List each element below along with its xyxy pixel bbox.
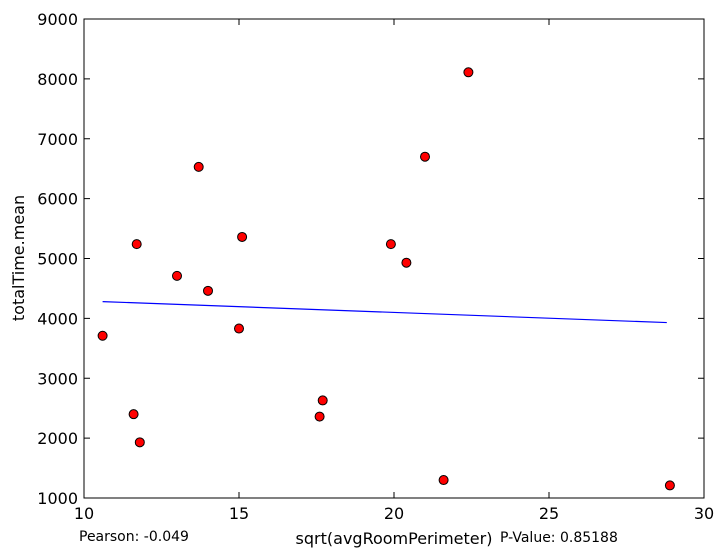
data-point: [237, 231, 248, 242]
x-tick-label: 30: [694, 504, 714, 523]
y-tick-label: 6000: [37, 190, 78, 209]
axis-ticks: 10 15 20 25 30 1000 2000 3000 4000 5000 6000 7000 80…: [37, 10, 714, 523]
data-point: [128, 409, 139, 420]
data-point: [664, 480, 675, 491]
data-point: [317, 395, 328, 406]
data-point: [420, 151, 430, 162]
regression-line-layer: [102, 301, 667, 324]
pearson-label: Pearson: -0.049: [79, 529, 189, 545]
y-tick-label: 1000: [37, 489, 78, 508]
data-point: [401, 257, 412, 268]
y-tick-label: 7000: [37, 130, 78, 149]
x-tick-label: 10: [74, 504, 94, 523]
data-point: [385, 239, 396, 250]
data-point: [193, 161, 204, 172]
y-axis-label: totalTime.mean: [9, 195, 28, 321]
y-tick-label: 4000: [37, 309, 78, 328]
y-tick-label: 9000: [37, 10, 78, 29]
data-point: [314, 411, 325, 422]
data-point: [172, 270, 182, 281]
y-tick-label: 8000: [37, 70, 78, 89]
data-point: [203, 285, 213, 296]
data-point: [134, 437, 145, 448]
data-point: [131, 239, 142, 250]
data-point: [234, 323, 244, 334]
p-value-label: P-Value: 0.85188: [500, 530, 618, 546]
data-points: [97, 67, 675, 491]
regression-line: [102, 301, 667, 324]
x-tick-label: 15: [229, 504, 249, 523]
data-point: [463, 67, 474, 78]
data-point: [97, 330, 108, 341]
plot-frame: [83, 18, 705, 499]
x-tick-label: 20: [384, 504, 404, 523]
y-tick-label: 3000: [37, 369, 78, 388]
data-point: [438, 475, 449, 486]
y-tick-label: 5000: [37, 250, 78, 269]
x-tick-label: 25: [539, 504, 559, 523]
y-tick-label: 2000: [37, 429, 78, 448]
x-axis-label: sqrt(avgRoomPerimeter): [296, 529, 493, 548]
